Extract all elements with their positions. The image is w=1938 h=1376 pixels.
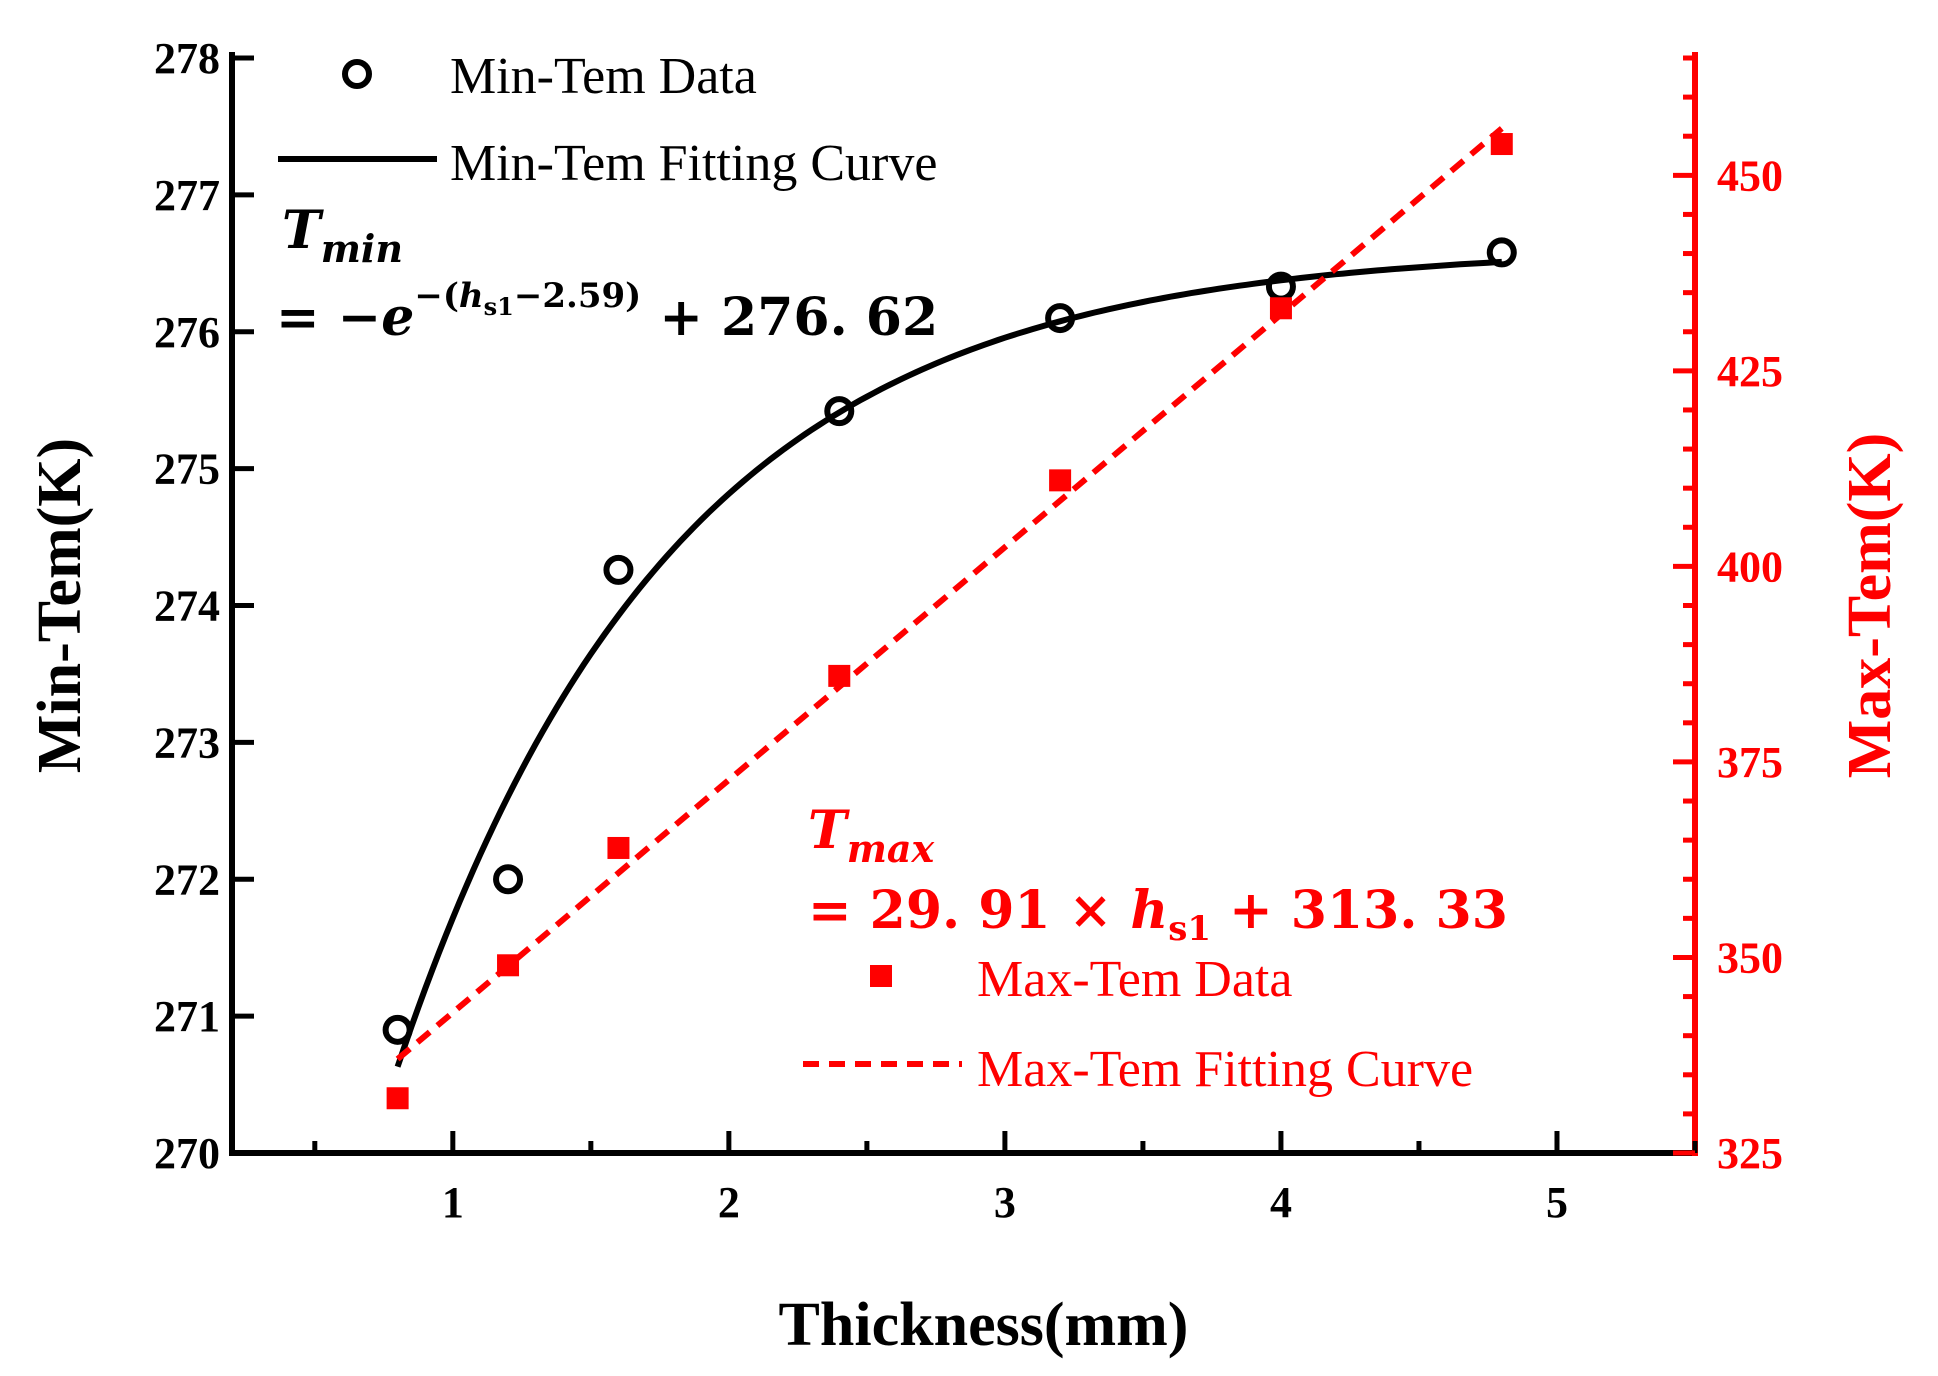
min-data-point	[1486, 237, 1517, 268]
max-data-point	[1049, 469, 1072, 492]
x-tick-label: 2	[718, 1178, 740, 1227]
tmin-eq-end: + 276. 62	[641, 287, 938, 348]
tmin-subscript: min	[321, 226, 403, 271]
x-tick-label: 5	[1546, 1178, 1568, 1227]
legend-bottom: Max-Tem Data Max-Tem Fitting Curve	[803, 951, 1473, 1098]
tmax-subscript: max	[847, 826, 936, 871]
min-data-point	[493, 864, 524, 895]
x-tick-label: 3	[994, 1178, 1016, 1227]
legend-max-data-label: Max-Tem Data	[977, 951, 1292, 1008]
tmax-formula: = 29. 91 × hs1 + 313. 33	[808, 880, 1508, 949]
x-tick-label: 1	[442, 1178, 464, 1227]
tmin-exp-h: h	[459, 276, 484, 316]
y-left-tick-label: 270	[154, 1129, 220, 1178]
y-left-tick-label: 276	[154, 308, 220, 357]
tmin-exp-open: −(	[414, 276, 459, 316]
tmax-label: Tmax	[808, 800, 936, 871]
max-fit-line	[395, 126, 1504, 1062]
min-data-point	[1045, 303, 1076, 334]
y-right-tick-label: 325	[1717, 1129, 1783, 1178]
y-left-tick-label: 278	[154, 34, 220, 83]
tmax-eq-end: + 313. 33	[1211, 880, 1508, 941]
tmax-equation: Tmax = 29. 91 × hs1 + 313. 33	[808, 800, 1508, 949]
max-data-point	[607, 836, 630, 859]
tmin-label: Tmin	[282, 200, 403, 271]
y-right-tick-label: 350	[1717, 933, 1783, 982]
max-data-point	[1269, 297, 1292, 320]
legend-top: Min-Tem Data Min-Tem Fitting Curve	[278, 48, 937, 192]
tmin-exp-sub: s1	[484, 292, 514, 321]
max-data-point	[386, 1087, 409, 1110]
legend-min-fit-label: Min-Tem Fitting Curve	[450, 135, 937, 192]
tmin-exp-close: −2.59)	[514, 276, 641, 316]
y-right-axis-title: Max-Tem(K)	[1836, 433, 1904, 779]
max-data-point	[1490, 133, 1513, 156]
y-right-tick-label: 400	[1717, 542, 1783, 591]
y-left-axis-title: Min-Tem(K)	[26, 438, 94, 773]
legend-min-data-marker	[342, 59, 372, 89]
x-axis-title: Thickness(mm)	[779, 1291, 1189, 1359]
axes-layer: 1 2 3 4 5 270 271 272 273 274 275 276 277 278 325 350 37…	[26, 34, 1904, 1359]
tmax-eq-start: = 29. 91 ×	[808, 880, 1130, 941]
y-right-tick-label: 425	[1717, 347, 1783, 396]
max-data-point	[497, 954, 520, 977]
x-tick-label: 4	[1270, 1178, 1292, 1227]
legend-min-data-label: Min-Tem Data	[450, 48, 757, 105]
min-fit-curve	[394, 258, 1502, 1068]
y-left-tick-label: 277	[154, 171, 220, 220]
tmin-equation: Tmin = −e−(hs1−2.59) + 276. 62	[276, 200, 938, 348]
legend-max-fit-label: Max-Tem Fitting Curve	[977, 1041, 1473, 1098]
y-left-tick-label: 271	[154, 992, 220, 1041]
y-right-tick-label: 375	[1717, 738, 1783, 787]
y-left-tick-label: 275	[154, 445, 220, 494]
tmax-symbol: T	[808, 800, 850, 861]
tmax-h: h	[1130, 880, 1168, 941]
series-layer	[382, 126, 1517, 1110]
legend-max-data-marker	[870, 965, 892, 987]
y-right-tick-label: 450	[1717, 151, 1783, 200]
tmin-eq-start: = −	[276, 287, 381, 348]
min-data-point	[824, 396, 855, 427]
y-left-tick-label: 273	[154, 718, 220, 767]
y-left-tick-label: 272	[154, 855, 220, 904]
max-data-point	[828, 664, 851, 687]
tmin-symbol: T	[282, 200, 324, 261]
min-data-point	[382, 1014, 413, 1045]
min-data-point	[603, 554, 634, 585]
y-left-tick-label: 274	[154, 582, 220, 631]
tmin-e: e	[381, 287, 414, 348]
tmin-formula: = −e−(hs1−2.59) + 276. 62	[276, 276, 938, 348]
tmax-h-sub: s1	[1168, 909, 1211, 949]
